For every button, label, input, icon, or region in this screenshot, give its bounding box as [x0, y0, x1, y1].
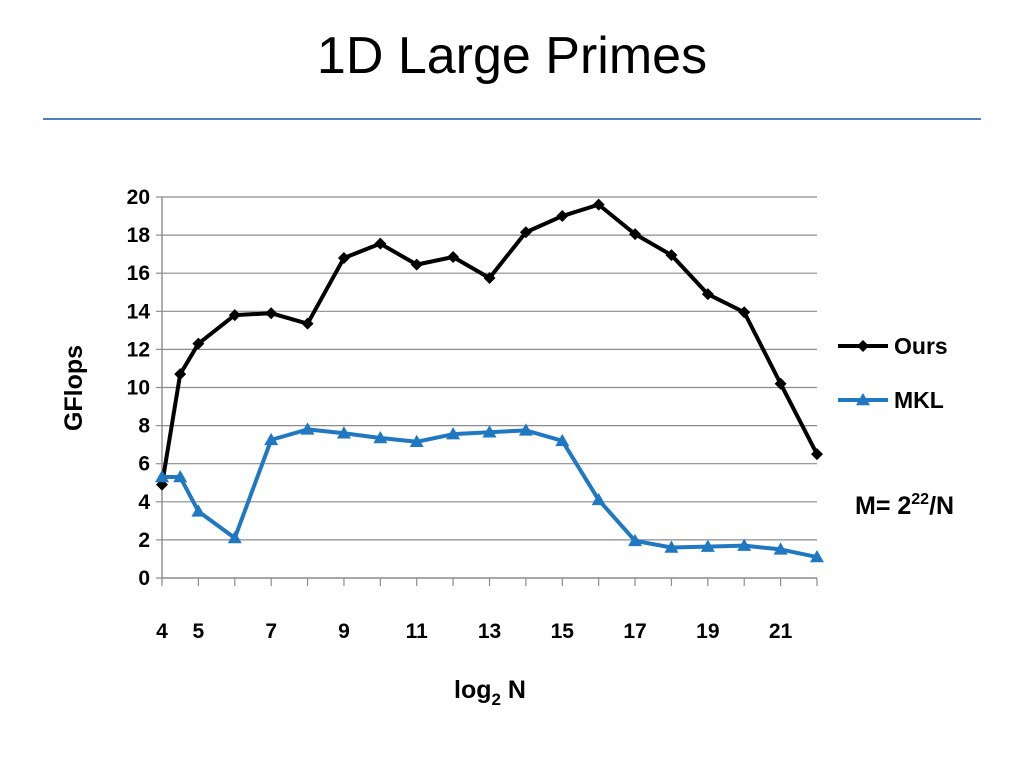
data-point-ours	[337, 251, 350, 264]
x-tick-label: 9	[338, 620, 350, 643]
data-point-ours	[192, 337, 205, 350]
legend-item-mkl: MKL	[838, 387, 944, 413]
x-tick-label: 21	[769, 620, 793, 643]
data-point-mkl	[737, 538, 752, 551]
data-point-ours	[556, 210, 569, 223]
data-point-ours	[592, 198, 605, 211]
data-point-mkl	[373, 430, 388, 444]
y-tick-label: 0	[138, 567, 150, 590]
grid-lines	[162, 196, 817, 541]
data-point-mkl	[482, 425, 497, 438]
data-point-ours	[301, 317, 314, 330]
y-tick-label: 4	[138, 491, 150, 514]
x-tick-label: 5	[193, 620, 205, 643]
data-point-mkl	[628, 533, 643, 547]
data-point-mkl	[664, 540, 679, 553]
series-lines	[155, 198, 824, 563]
data-point-mkl	[591, 492, 606, 506]
x-tick-label: 17	[623, 620, 646, 643]
y-tick-label: 16	[127, 262, 150, 285]
x-tick-label: 19	[696, 620, 719, 643]
legend-label-mkl: MKL	[894, 387, 944, 413]
data-point-mkl	[173, 470, 188, 483]
data-point-mkl	[773, 542, 788, 555]
data-point-mkl	[700, 539, 715, 552]
data-point-mkl	[518, 423, 533, 436]
data-point-mkl	[227, 530, 242, 544]
data-point-ours	[701, 288, 714, 301]
axes	[156, 196, 818, 586]
data-point-ours	[519, 226, 532, 239]
x-tick-label: 11	[406, 620, 429, 643]
legend: Ours MKL	[838, 333, 948, 413]
legend-label-ours: Ours	[894, 333, 948, 359]
data-point-mkl	[555, 433, 570, 447]
data-point-ours	[228, 309, 241, 322]
data-point-ours	[483, 271, 496, 284]
m-annotation-exponent: 22	[911, 491, 929, 508]
data-point-ours	[774, 377, 787, 390]
data-point-mkl	[409, 434, 424, 448]
slide-title: 1D Large Primes	[316, 27, 708, 85]
data-point-ours	[265, 307, 278, 320]
data-point-ours	[738, 306, 751, 319]
data-point-mkl	[336, 426, 351, 439]
legend-marker-ours	[857, 340, 869, 352]
y-tick-label: 18	[127, 224, 151, 247]
y-tick-label: 2	[138, 529, 150, 552]
x-axis-title-base: log	[454, 676, 492, 704]
data-point-mkl	[155, 470, 169, 483]
data-point-ours	[174, 368, 187, 381]
series-line-mkl	[162, 427, 818, 560]
y-axis-title: GFlops	[60, 345, 88, 431]
title-divider	[43, 118, 981, 120]
x-tick-label: 7	[265, 620, 277, 643]
x-tick-label: 13	[478, 620, 501, 643]
y-tick-label: 12	[127, 338, 150, 361]
x-axis-title-subscript: 2	[492, 690, 501, 709]
y-tick-label: 20	[127, 186, 150, 209]
x-tick-label: 15	[551, 620, 575, 643]
x-tick-label: 4	[156, 620, 168, 643]
y-tick-label: 8	[138, 415, 150, 438]
data-point-ours	[447, 251, 460, 264]
x-axis-title-rest: N	[501, 676, 526, 704]
data-point-ours	[629, 228, 642, 241]
x-axis-title: log2 N	[454, 676, 526, 709]
data-point-mkl	[810, 550, 824, 563]
y-tick-labels: 0 2 4 6 8 10 12 14 16 18 20	[127, 186, 151, 590]
m-annotation-main: M= 2	[855, 492, 911, 520]
series-line-ours	[160, 202, 819, 485]
m-annotation: M= 222/N	[855, 491, 954, 520]
y-tick-label: 10	[127, 377, 150, 400]
legend-marker-mkl	[856, 393, 870, 406]
data-point-ours	[374, 237, 387, 250]
data-point-mkl	[191, 504, 206, 517]
x-tick-labels: 4 5 7 9 11 13 15 17 19 21	[156, 620, 792, 643]
data-point-ours	[811, 448, 823, 461]
data-point-mkl	[446, 427, 461, 440]
data-point-mkl	[300, 422, 315, 435]
m-annotation-tail: /N	[929, 492, 954, 520]
y-tick-label: 6	[138, 453, 150, 476]
data-point-ours	[665, 249, 678, 262]
data-point-ours	[410, 258, 423, 271]
data-point-mkl	[264, 432, 279, 446]
legend-item-ours: Ours	[838, 333, 948, 359]
y-tick-label: 14	[127, 300, 151, 323]
